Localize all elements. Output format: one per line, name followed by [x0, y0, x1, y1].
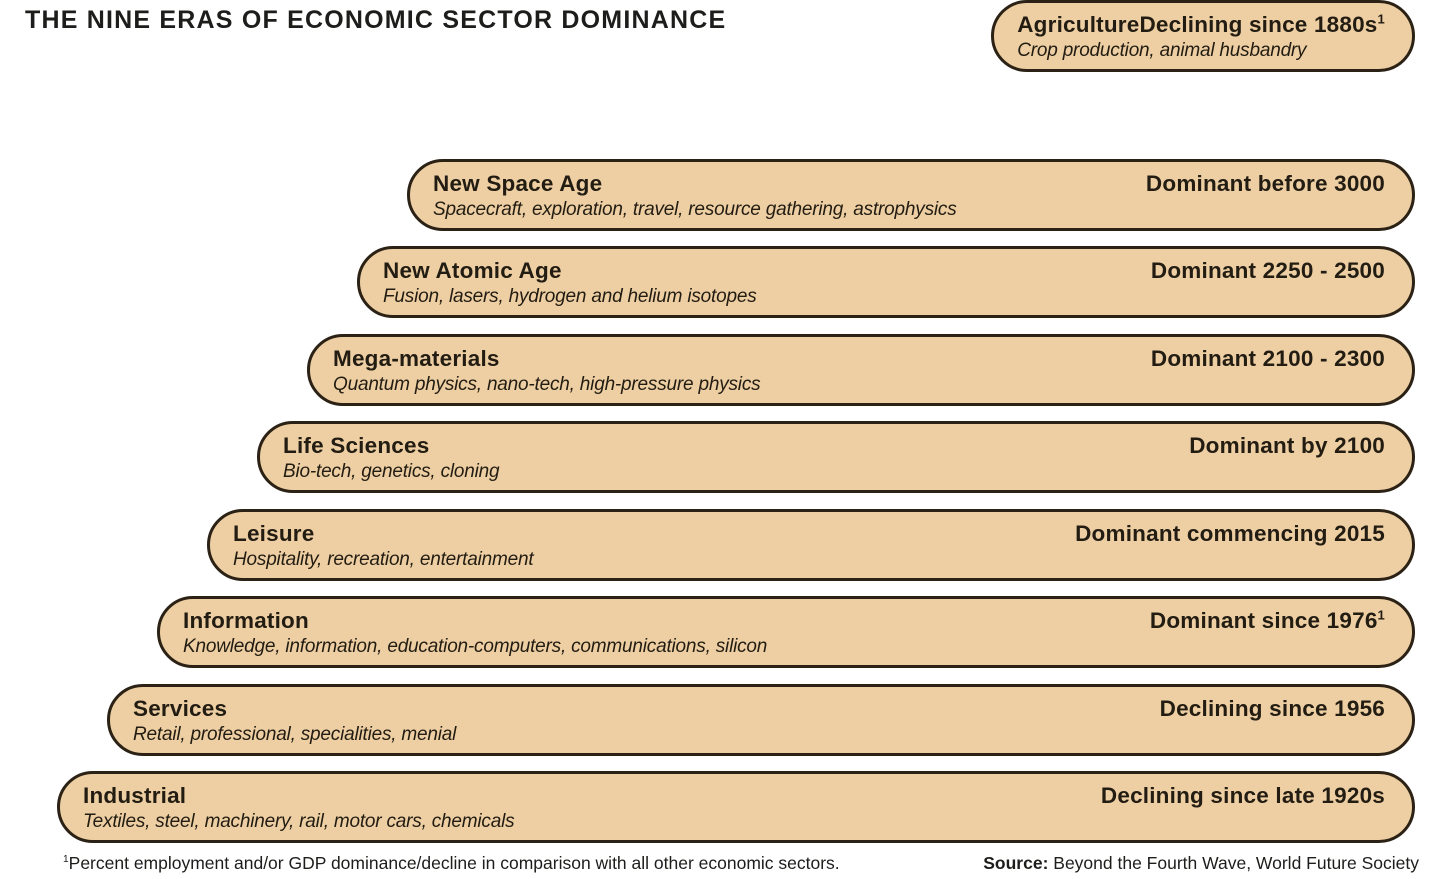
source-label: Source:	[983, 853, 1049, 873]
footer: 1Percent employment and/or GDP dominance…	[63, 851, 1419, 875]
era-status: Dominant 2250 - 2500	[1150, 258, 1385, 283]
era-bar-services: Services Declining since 1956 Retail, pr…	[107, 684, 1415, 756]
era-bar-top-row: Life Sciences Dominant by 2100	[283, 432, 1385, 459]
era-bar-agriculture: Agriculture Declining since 1880s1 Crop …	[991, 0, 1415, 72]
era-bar-new-atomic-age: New Atomic Age Dominant 2250 - 2500 Fusi…	[357, 246, 1415, 318]
era-bar-leisure: Leisure Dominant commencing 2015 Hospita…	[207, 509, 1415, 581]
era-description: Crop production, animal husbandry	[1017, 40, 1307, 61]
era-bar-top-row: New Space Age Dominant before 3000	[433, 170, 1385, 197]
source-credit: Source: Beyond the Fourth Wave, World Fu…	[983, 851, 1419, 875]
era-description: Knowledge, information, education-comput…	[183, 636, 768, 657]
era-name: Life Sciences	[283, 433, 430, 458]
page-title: THE NINE ERAS OF ECONOMIC SECTOR DOMINAN…	[25, 6, 727, 34]
era-status: Declining since 1956	[1159, 696, 1385, 721]
footnote: 1Percent employment and/or GDP dominance…	[63, 851, 840, 875]
era-name: Services	[133, 696, 228, 721]
era-status: Dominant since 19761	[1149, 607, 1385, 633]
era-status-superscript: 1	[1377, 607, 1385, 623]
era-bar-industrial: Industrial Declining since late 1920s Te…	[57, 771, 1415, 843]
era-description: Spacecraft, exploration, travel, resourc…	[433, 199, 957, 220]
era-bar-top-row: Services Declining since 1956	[133, 695, 1385, 722]
era-status: Dominant before 3000	[1145, 171, 1385, 196]
era-status: Declining since 1880s1	[1139, 11, 1385, 37]
era-status-superscript: 1	[1377, 11, 1385, 27]
era-name: Industrial	[83, 783, 187, 808]
era-bar-top-row: Industrial Declining since late 1920s	[83, 782, 1385, 809]
footnote-text: Percent employment and/or GDP dominance/…	[68, 853, 840, 873]
era-bar-top-row: New Atomic Age Dominant 2250 - 2500	[383, 257, 1385, 284]
era-status: Dominant by 2100	[1189, 433, 1385, 458]
era-bar-life-sciences: Life Sciences Dominant by 2100 Bio-tech,…	[257, 421, 1415, 493]
era-description: Hospitality, recreation, entertainment	[233, 549, 534, 570]
era-description: Quantum physics, nano-tech, high-pressur…	[333, 374, 761, 395]
era-bar-mega-materials: Mega-materials Dominant 2100 - 2300 Quan…	[307, 334, 1415, 406]
era-name: Information	[183, 608, 309, 633]
era-description: Fusion, lasers, hydrogen and helium isot…	[383, 286, 757, 307]
era-bar-top-row: Mega-materials Dominant 2100 - 2300	[333, 345, 1385, 372]
era-bar-top-row: Leisure Dominant commencing 2015	[233, 520, 1385, 547]
era-name: New Atomic Age	[383, 258, 562, 283]
era-status: Declining since late 1920s	[1100, 783, 1385, 808]
era-name: New Space Age	[433, 171, 603, 196]
era-bar-information: Information Dominant since 19761 Knowled…	[157, 596, 1415, 668]
era-name: Leisure	[233, 521, 315, 546]
era-name: Agriculture	[1017, 12, 1140, 37]
era-status: Dominant 2100 - 2300	[1150, 346, 1385, 371]
era-description: Bio-tech, genetics, cloning	[283, 461, 500, 482]
era-bar-top-row: Agriculture Declining since 1880s1	[1017, 11, 1385, 38]
era-name: Mega-materials	[333, 346, 500, 371]
footnote-superscript: 1	[63, 854, 69, 866]
era-description: Retail, professional, specialities, meni…	[133, 724, 457, 745]
era-bar-top-row: Information Dominant since 19761	[183, 607, 1385, 634]
era-status: Dominant commencing 2015	[1075, 521, 1385, 546]
source-text: Beyond the Fourth Wave, World Future Soc…	[1048, 853, 1419, 873]
era-description: Textiles, steel, machinery, rail, motor …	[83, 811, 515, 832]
era-bar-new-space-age: New Space Age Dominant before 3000 Space…	[407, 159, 1415, 231]
